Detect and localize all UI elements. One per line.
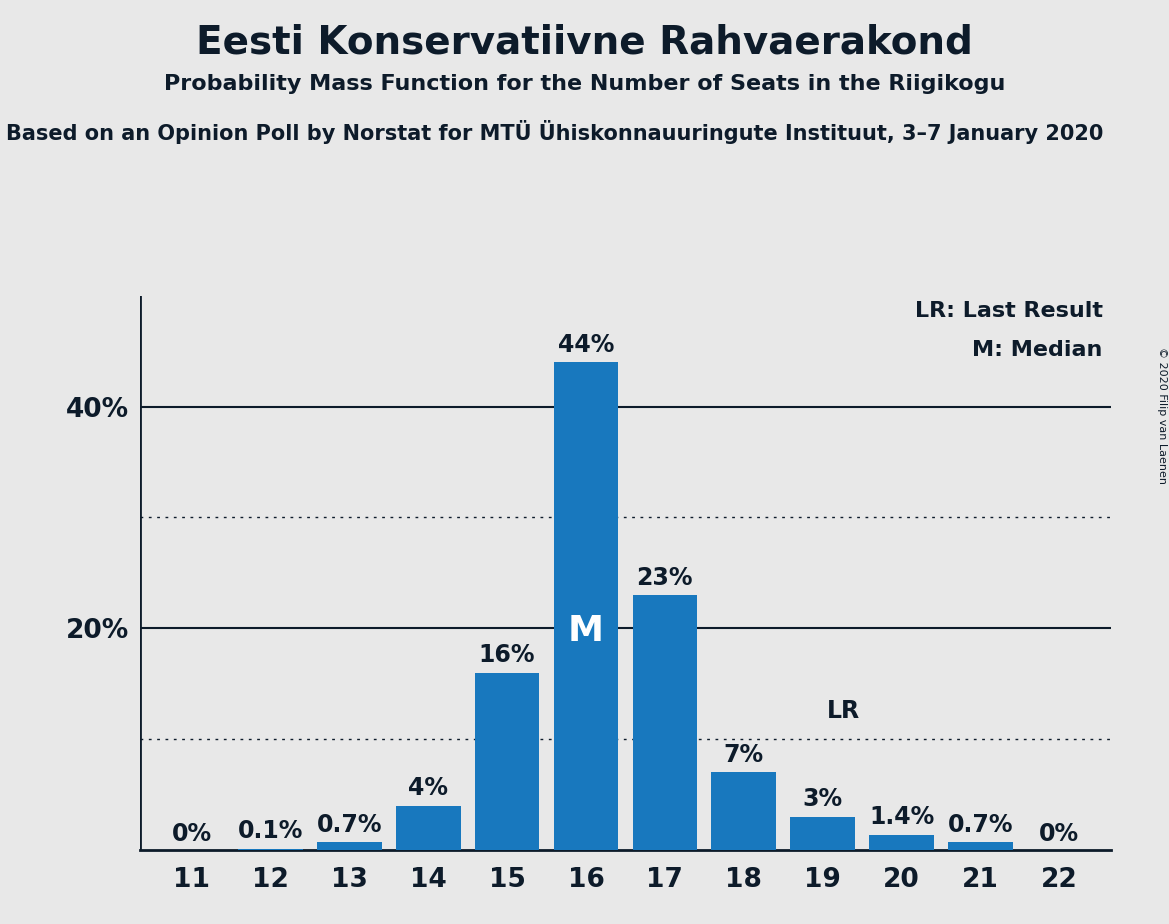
Text: M: M [568,614,604,648]
Text: 1.4%: 1.4% [869,805,934,829]
Text: Eesti Konservatiivne Rahvaerakond: Eesti Konservatiivne Rahvaerakond [196,23,973,61]
Text: 4%: 4% [408,776,448,800]
Text: LR: LR [826,699,859,723]
Bar [870,834,934,850]
Text: 0.7%: 0.7% [317,813,382,837]
Bar [396,806,461,850]
Text: 0%: 0% [1039,821,1079,845]
Text: 7%: 7% [724,743,763,767]
Bar [238,849,303,850]
Bar [554,362,618,850]
Bar [632,595,697,850]
Text: 0.7%: 0.7% [948,813,1014,837]
Text: 0%: 0% [172,821,212,845]
Text: 0.1%: 0.1% [237,820,303,844]
Bar [948,843,1012,850]
Text: 44%: 44% [558,333,614,357]
Bar [317,843,381,850]
Bar [475,673,539,850]
Text: 23%: 23% [637,565,693,590]
Text: © 2020 Filip van Laenen: © 2020 Filip van Laenen [1156,347,1167,484]
Text: 3%: 3% [803,787,843,811]
Text: M: Median: M: Median [973,340,1102,360]
Text: Probability Mass Function for the Number of Seats in the Riigikogu: Probability Mass Function for the Number… [164,74,1005,94]
Text: LR: Last Result: LR: Last Result [914,301,1102,322]
Text: 16%: 16% [479,643,535,667]
Text: Based on an Opinion Poll by Norstat for MTÜ Ühiskonnauuringute Instituut, 3–7 Ja: Based on an Opinion Poll by Norstat for … [6,120,1104,144]
Bar [790,817,855,850]
Bar [712,772,776,850]
